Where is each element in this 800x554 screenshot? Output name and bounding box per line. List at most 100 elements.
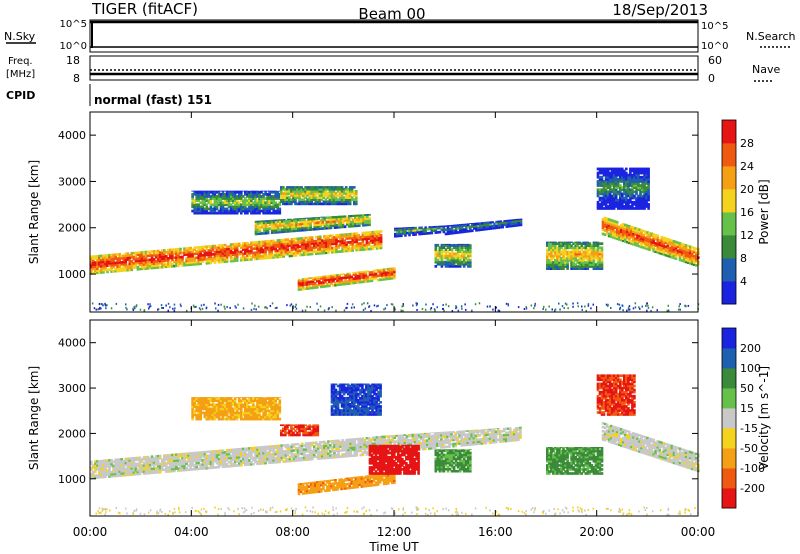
power-data-cell-3 — [193, 205, 196, 209]
power-data-cell-10 — [612, 167, 616, 171]
power-data-cell-4 — [290, 200, 293, 204]
power-data-cell-0 — [177, 260, 180, 263]
power-data-cell-9 — [692, 250, 696, 254]
power-data-cell-4 — [292, 200, 295, 204]
power-data-cell-4 — [298, 192, 301, 195]
power-data-cell-1 — [330, 275, 333, 279]
power-data-cell-0 — [266, 248, 269, 251]
power-data-cell-0 — [160, 259, 164, 263]
power-data-cell-0 — [369, 235, 373, 238]
power-data-cell-3 — [221, 203, 225, 207]
power-data-cell-0 — [250, 243, 253, 247]
power-data-cell-4 — [330, 196, 334, 199]
power-data-cell-5 — [404, 231, 407, 235]
power-data-cell-0 — [319, 249, 322, 253]
power-data-cell-10 — [619, 198, 622, 202]
velocity-data-cell-0 — [150, 459, 154, 462]
power-data-cell-2 — [362, 221, 365, 225]
power-noise-cell — [370, 309, 372, 312]
velocity-data-cell-0 — [108, 467, 111, 470]
power-data-cell-3 — [256, 199, 259, 202]
power-data-cell-10 — [631, 207, 634, 210]
power-data-cell-2 — [303, 228, 306, 232]
power-data-cell-3 — [221, 209, 225, 213]
power-data-cell-0 — [246, 247, 249, 251]
power-data-cell-4 — [282, 202, 285, 206]
power-data-cell-9 — [666, 254, 670, 258]
power-data-cell-2 — [277, 224, 280, 228]
power-data-cell-9 — [690, 258, 694, 262]
velocity-data-cell-0 — [217, 463, 221, 467]
power-data-cell-8 — [600, 265, 604, 268]
power-data-cell-10 — [627, 188, 630, 192]
power-data-cell-0 — [335, 238, 338, 241]
power-data-cell-4 — [330, 200, 334, 204]
power-data-cell-3 — [246, 209, 249, 213]
power-data-cell-4 — [324, 194, 328, 197]
power-data-cell-10 — [612, 184, 616, 187]
power-data-cell-0 — [260, 250, 263, 254]
power-data-cell-6 — [454, 231, 458, 235]
power-data-cell-0 — [317, 252, 320, 255]
power-data-cell-0 — [191, 263, 194, 266]
power-data-cell-0 — [306, 253, 310, 256]
power-data-cell-0 — [242, 256, 245, 260]
power-data-cell-2 — [293, 221, 296, 224]
power-data-cell-9 — [632, 234, 635, 238]
velocity-data-cell-0 — [146, 467, 150, 471]
velocity-data-cell-0 — [211, 452, 215, 455]
power-data-cell-1 — [316, 276, 319, 279]
power-data-cell-9 — [678, 248, 682, 251]
power-data-cell-1 — [338, 277, 341, 280]
power-data-cell-0 — [98, 254, 101, 258]
power-data-cell-7 — [469, 262, 472, 266]
power-data-cell-6 — [460, 228, 464, 232]
power-data-cell-4 — [310, 190, 313, 193]
power-data-cell-9 — [611, 236, 615, 239]
power-data-cell-2 — [279, 224, 282, 228]
power-data-cell-6 — [487, 221, 490, 224]
power-data-cell-8 — [572, 263, 575, 266]
power-data-cell-9 — [613, 234, 617, 238]
velocity-data-cell-0 — [158, 464, 162, 468]
power-data-cell-7 — [440, 243, 444, 245]
power-data-cell-7 — [436, 252, 440, 256]
power-data-cell-9 — [630, 242, 633, 245]
power-data-cell-8 — [598, 252, 602, 256]
power-noise-cell — [180, 305, 182, 308]
power-data-cell-0 — [148, 254, 152, 257]
power-data-cell-8 — [560, 261, 563, 264]
power-data-cell-3 — [193, 203, 196, 207]
velocity-data-cell-0 — [94, 470, 97, 473]
power-data-cell-8 — [558, 248, 561, 252]
power-data-cell-0 — [173, 264, 176, 268]
power-noise-cell — [394, 308, 396, 311]
velocity-data-cell-0 — [191, 455, 194, 459]
power-noise-cell — [266, 307, 268, 310]
velocity-data-cell-0 — [126, 467, 130, 471]
power-data-cell-10 — [621, 180, 624, 183]
power-data-cell-0 — [144, 254, 148, 258]
power-data-cell-0 — [142, 263, 146, 266]
velocity-data-cell-0 — [134, 464, 138, 468]
power-data-cell-0 — [353, 240, 357, 244]
power-data-cell-8 — [596, 248, 600, 252]
power-data-cell-0 — [207, 261, 211, 265]
power-data-cell-3 — [217, 211, 221, 215]
power-data-cell-4 — [328, 200, 332, 204]
power-noise-cell — [584, 305, 586, 308]
power-data-cell-0 — [120, 269, 123, 272]
power-data-cell-9 — [632, 236, 635, 240]
velocity-data-cell-0 — [199, 459, 202, 462]
power-data-cell-2 — [345, 218, 349, 222]
power-data-cell-0 — [128, 264, 132, 268]
power-data-cell-4 — [340, 187, 344, 191]
power-data-cell-0 — [282, 246, 286, 250]
power-data-cell-1 — [388, 273, 392, 276]
power-data-cell-7 — [444, 256, 448, 260]
power-data-cell-3 — [199, 193, 202, 196]
power-data-cell-2 — [274, 220, 278, 224]
power-data-cell-3 — [231, 209, 235, 213]
power-data-cell-8 — [550, 250, 553, 254]
power-data-cell-9 — [692, 255, 696, 258]
